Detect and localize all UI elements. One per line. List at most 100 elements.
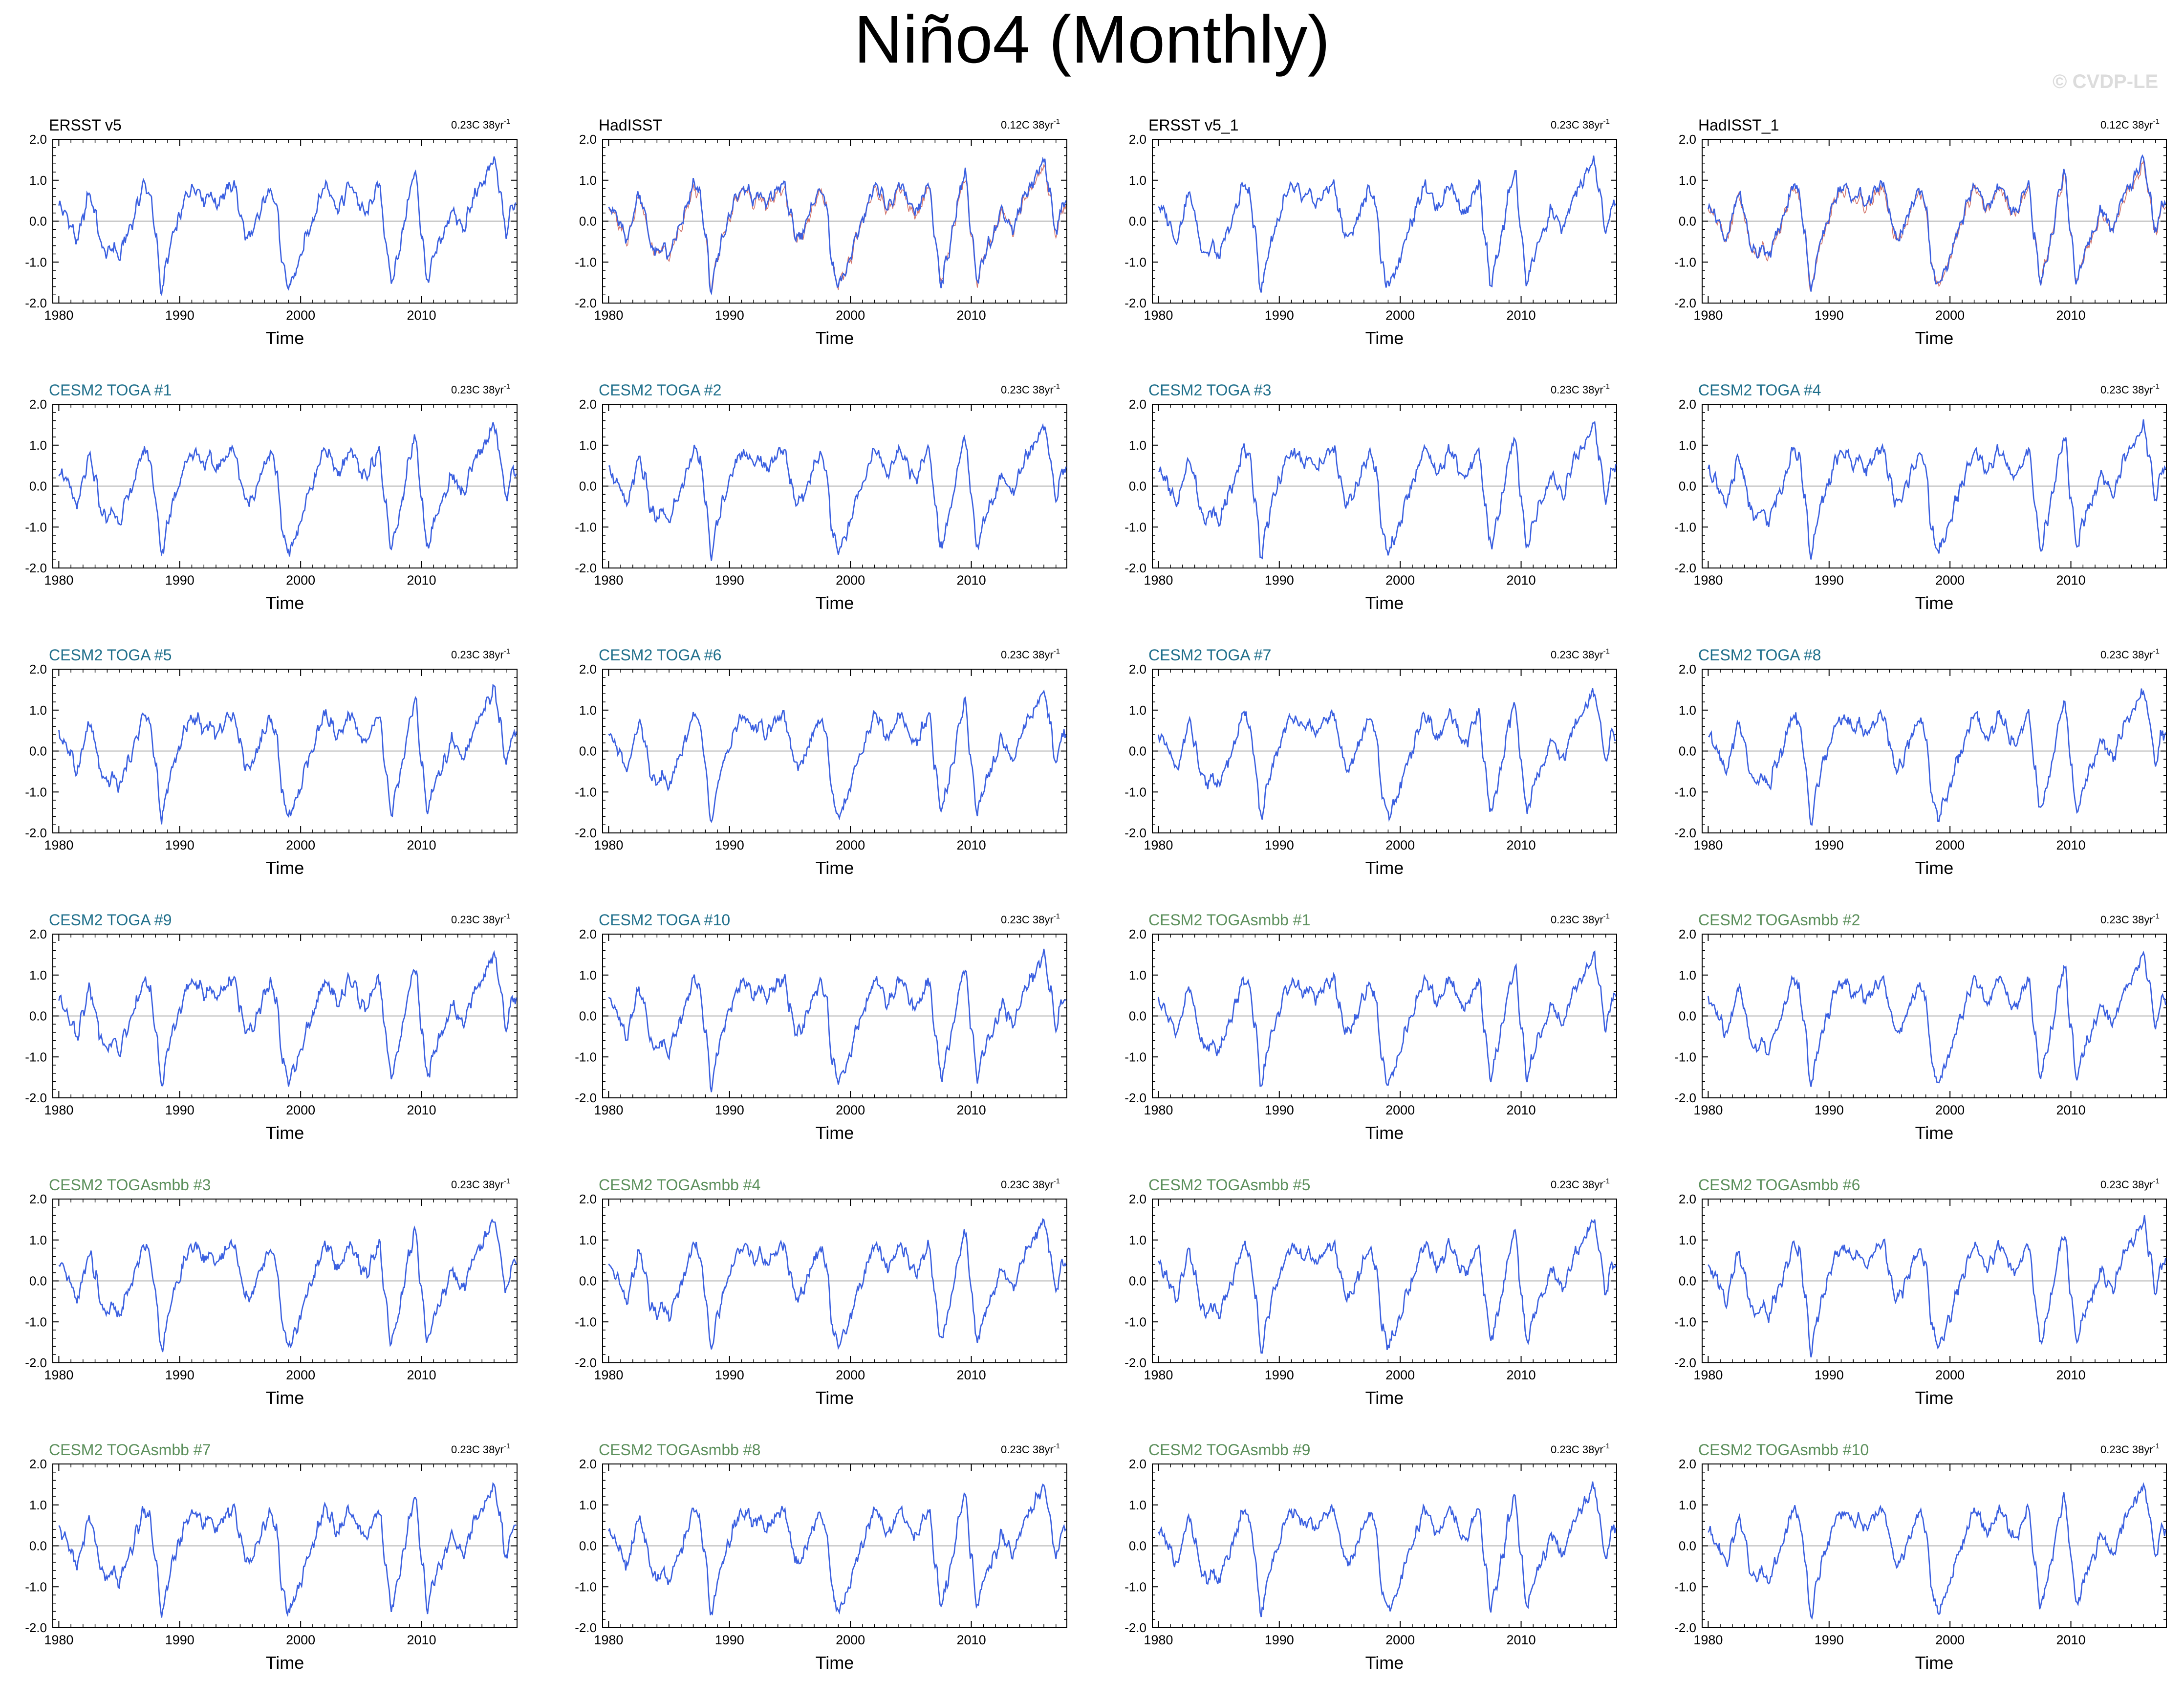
y-tick-label: 0.0 bbox=[1679, 744, 1696, 759]
y-tick-label: 2.0 bbox=[1129, 927, 1146, 941]
x-tick-label: 1980 bbox=[594, 308, 623, 323]
y-tick-label: 2.0 bbox=[29, 662, 47, 677]
x-tick-label: 2010 bbox=[2056, 308, 2086, 323]
x-tick-label: 1990 bbox=[1265, 838, 1294, 852]
x-tick-label: 1990 bbox=[1265, 1368, 1294, 1382]
y-tick-label: 0.0 bbox=[1129, 1009, 1146, 1024]
trend-label: 0.23C 38yr-1 bbox=[1001, 1177, 1060, 1191]
x-tick-label: 2010 bbox=[957, 1633, 986, 1647]
trend-label: 0.23C 38yr-1 bbox=[451, 1177, 510, 1191]
y-tick-label: -1.0 bbox=[1674, 1579, 1696, 1594]
y-tick-label: 0.0 bbox=[579, 1009, 597, 1024]
y-tick-label: -2.0 bbox=[575, 296, 597, 310]
x-tick-label: 2010 bbox=[1507, 838, 1536, 852]
y-tick-label: -2.0 bbox=[1124, 1620, 1146, 1635]
series-line bbox=[1708, 688, 2166, 826]
series-line bbox=[1158, 950, 1617, 1087]
y-tick-label: 2.0 bbox=[1129, 132, 1146, 147]
y-tick-label: 2.0 bbox=[29, 1457, 47, 1471]
x-tick-label: 1980 bbox=[1693, 308, 1723, 323]
y-tick-label: 2.0 bbox=[579, 927, 597, 941]
trend-label: 0.23C 38yr-1 bbox=[1551, 117, 1610, 131]
panel: CESM2 TOGAsmbb #3 0.23C 38yr-1 2.0 1.0 0.0 -1… bbox=[25, 1176, 518, 1408]
x-tick-label: 2010 bbox=[407, 1103, 436, 1117]
y-tick-label: 0.0 bbox=[579, 1539, 597, 1553]
x-tick-label: 2010 bbox=[1507, 1103, 1536, 1117]
x-tick-label: 2010 bbox=[957, 308, 986, 323]
series-line bbox=[608, 1218, 1067, 1350]
x-axis-label: Time bbox=[266, 328, 304, 348]
x-tick-label: 1990 bbox=[165, 1633, 195, 1647]
panel-title: CESM2 TOGAsmbb #7 bbox=[49, 1441, 211, 1459]
y-tick-label: -2.0 bbox=[575, 1620, 597, 1635]
panel: CESM2 TOGA #3 0.23C 38yr-1 2.0 1.0 0.0 -1.0 -2… bbox=[1124, 381, 1617, 613]
x-axis-label: Time bbox=[1365, 1123, 1404, 1143]
trend-label: 0.23C 38yr-1 bbox=[1551, 382, 1610, 396]
y-tick-label: 2.0 bbox=[1129, 397, 1146, 412]
trend-label: 0.23C 38yr-1 bbox=[451, 117, 510, 131]
y-tick-label: -1.0 bbox=[1124, 1579, 1146, 1594]
x-tick-label: 1990 bbox=[715, 1633, 744, 1647]
y-tick-label: 0.0 bbox=[1129, 1539, 1146, 1553]
trend-label: 0.23C 38yr-1 bbox=[1551, 1177, 1610, 1191]
x-tick-label: 2000 bbox=[1385, 573, 1415, 588]
trend-label: 0.23C 38yr-1 bbox=[1001, 647, 1060, 661]
x-axis-label: Time bbox=[816, 858, 854, 878]
y-tick-label: 2.0 bbox=[29, 1192, 47, 1206]
panel-title: CESM2 TOGA #7 bbox=[1148, 646, 1271, 664]
panel-title: CESM2 TOGA #8 bbox=[1698, 646, 1821, 664]
x-tick-label: 1980 bbox=[44, 1633, 73, 1647]
panel-title: CESM2 TOGA #9 bbox=[49, 911, 172, 929]
y-tick-label: -2.0 bbox=[1124, 826, 1146, 840]
y-tick-label: 1.0 bbox=[29, 1233, 47, 1247]
x-tick-label: 2010 bbox=[407, 308, 436, 323]
y-tick-label: -2.0 bbox=[1124, 1091, 1146, 1105]
y-tick-label: -2.0 bbox=[575, 1355, 597, 1370]
series-line bbox=[58, 950, 517, 1087]
trend-label: 0.23C 38yr-1 bbox=[451, 647, 510, 661]
panel-title: CESM2 TOGAsmbb #10 bbox=[1698, 1441, 1869, 1459]
x-tick-label: 1980 bbox=[594, 1633, 623, 1647]
y-tick-label: 1.0 bbox=[579, 1233, 597, 1247]
x-tick-label: 2010 bbox=[957, 838, 986, 852]
panel-title: CESM2 TOGAsmbb #1 bbox=[1148, 911, 1310, 929]
x-axis-label: Time bbox=[1365, 858, 1404, 878]
y-tick-label: -1.0 bbox=[1674, 1314, 1696, 1329]
y-tick-label: 1.0 bbox=[1129, 703, 1146, 718]
y-tick-label: 2.0 bbox=[29, 397, 47, 412]
panel: CESM2 TOGA #5 0.23C 38yr-1 2.0 1.0 0.0 -1.0 -2… bbox=[25, 646, 518, 878]
y-tick-label: 1.0 bbox=[579, 968, 597, 982]
x-axis-label: Time bbox=[266, 593, 304, 613]
panel: CESM2 TOGAsmbb #7 0.23C 38yr-1 2.0 1.0 0.0 -1… bbox=[25, 1441, 518, 1673]
x-tick-label: 2000 bbox=[1385, 1368, 1415, 1382]
y-tick-label: 2.0 bbox=[1679, 132, 1696, 147]
y-tick-label: -1.0 bbox=[1674, 255, 1696, 269]
y-tick-label: 0.0 bbox=[29, 744, 47, 759]
x-tick-label: 2000 bbox=[836, 308, 865, 323]
x-tick-label: 2000 bbox=[836, 1633, 865, 1647]
x-tick-label: 2000 bbox=[286, 1633, 315, 1647]
y-tick-label: 0.0 bbox=[1679, 1274, 1696, 1288]
x-axis-label: Time bbox=[816, 328, 854, 348]
y-tick-label: 0.0 bbox=[29, 1539, 47, 1553]
x-tick-label: 2010 bbox=[407, 838, 436, 852]
trend-label: 0.23C 38yr-1 bbox=[2100, 1442, 2160, 1456]
x-tick-label: 1980 bbox=[44, 308, 73, 323]
x-tick-label: 1990 bbox=[165, 1103, 195, 1117]
panel-title: CESM2 TOGAsmbb #6 bbox=[1698, 1176, 1860, 1194]
x-tick-label: 2010 bbox=[407, 573, 436, 588]
series-line bbox=[58, 1482, 517, 1618]
y-tick-label: -2.0 bbox=[575, 1091, 597, 1105]
panel: CESM2 TOGA #10 0.23C 38yr-1 2.0 1.0 0.0 -1.0 -… bbox=[575, 911, 1067, 1143]
panel-title: CESM2 TOGA #4 bbox=[1698, 381, 1821, 399]
panel: CESM2 TOGAsmbb #2 0.23C 38yr-1 2.0 1.0 0.0 -1… bbox=[1674, 911, 2167, 1143]
y-tick-label: -1.0 bbox=[1124, 255, 1146, 269]
panel: CESM2 TOGA #9 0.23C 38yr-1 2.0 1.0 0.0 -1.0 -2… bbox=[25, 911, 518, 1143]
y-tick-label: 0.0 bbox=[1129, 479, 1146, 494]
panel-title: CESM2 TOGA #6 bbox=[599, 646, 721, 664]
y-tick-label: 2.0 bbox=[1129, 1192, 1146, 1206]
panel-title: HadISST bbox=[599, 116, 662, 134]
y-tick-label: -2.0 bbox=[25, 296, 47, 310]
panel: CESM2 TOGAsmbb #8 0.23C 38yr-1 2.0 1.0 0.0 -1… bbox=[575, 1441, 1067, 1673]
series-line bbox=[58, 156, 517, 297]
